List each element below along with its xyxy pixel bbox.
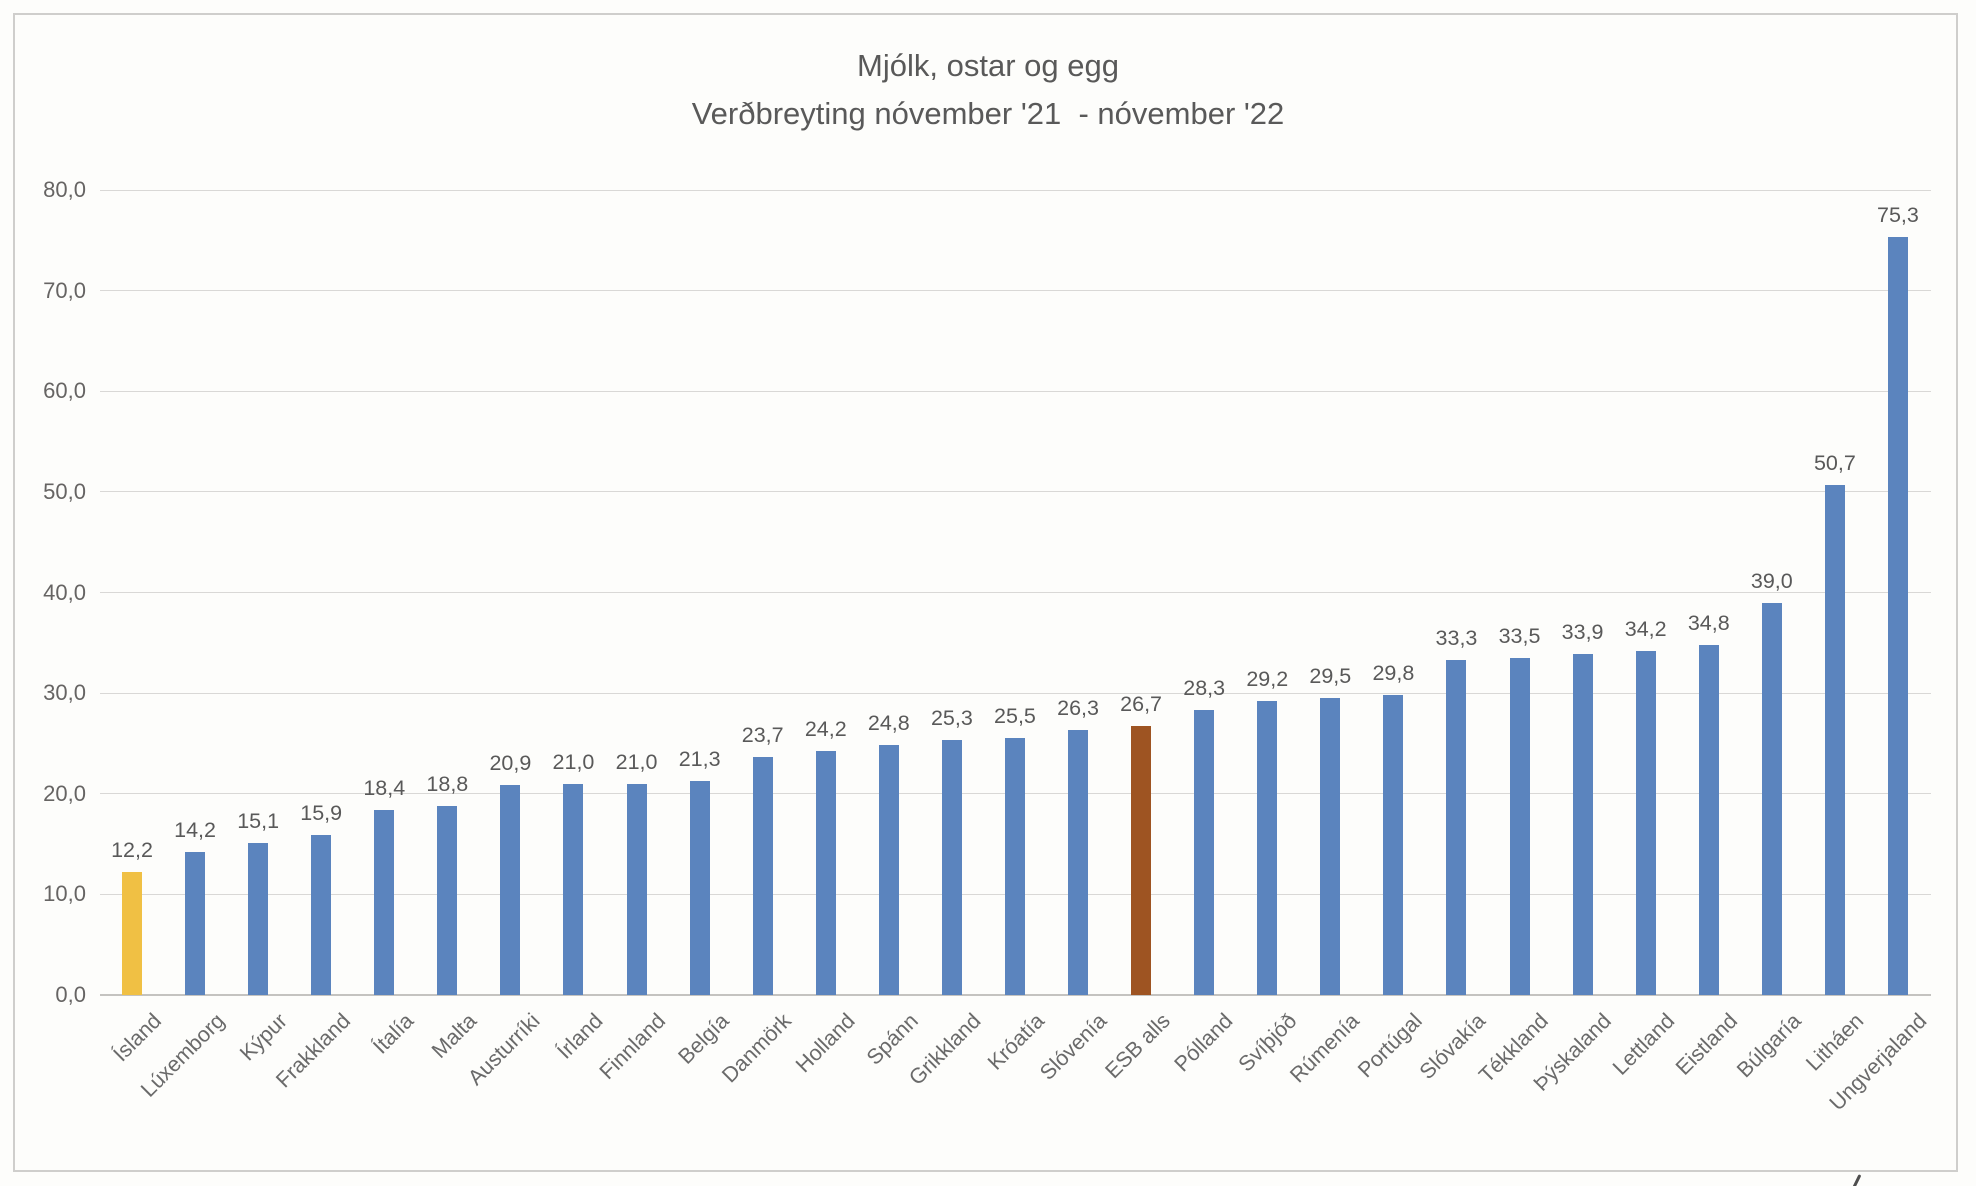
bar-value-label: 26,7 — [1120, 692, 1163, 717]
bar-value-label: 50,7 — [1813, 450, 1856, 475]
bar-value-label: 21,3 — [678, 746, 721, 771]
bar-value-label: 12,2 — [111, 838, 153, 863]
gridline — [100, 290, 1931, 292]
bar-value-label: 33,9 — [1561, 619, 1604, 644]
gridline — [100, 692, 1931, 694]
y-axis-tick-label: 0,0 — [55, 982, 86, 1007]
bar-value-label: 18,8 — [426, 771, 469, 796]
bar-value-label: 24,8 — [867, 711, 910, 736]
y-axis-tick-label: 50,0 — [43, 478, 86, 504]
bar — [1698, 644, 1719, 995]
bar-value-label: 25,5 — [994, 704, 1036, 729]
bar-value-label: 29,8 — [1372, 661, 1415, 686]
gridline — [100, 189, 1931, 191]
bar-value-label: 75,3 — [1877, 203, 1919, 228]
bar — [1446, 659, 1467, 995]
y-axis-tick-label: 30,0 — [43, 680, 86, 706]
bar-value-label: 21,0 — [552, 749, 595, 774]
bar — [815, 751, 836, 995]
bar-value-label: 28,3 — [1183, 676, 1226, 701]
bar-value-label: 14,2 — [174, 818, 216, 843]
bar — [500, 784, 521, 995]
x-axis-line — [100, 994, 1931, 996]
bar — [1761, 602, 1782, 995]
bar-value-label: 15,1 — [237, 809, 280, 834]
bar-value-label: 20,9 — [489, 750, 532, 775]
y-axis-tick-label: 60,0 — [43, 378, 86, 404]
y-axis-tick-label: 70,0 — [43, 277, 86, 303]
bar-value-label: 25,3 — [930, 706, 973, 731]
bar — [437, 805, 458, 995]
bar — [878, 745, 899, 995]
bar-value-label: 34,8 — [1687, 610, 1730, 635]
gridline — [100, 390, 1931, 392]
bar-value-label: 39,0 — [1750, 568, 1793, 593]
chart-header: Mjólk, ostar og egg Verðbreyting nóvembe… — [0, 42, 1976, 138]
bar-value-label: 23,7 — [741, 722, 784, 747]
bar-value-label: 21,0 — [615, 749, 658, 774]
bar-highlight — [1131, 726, 1152, 995]
bar — [563, 783, 584, 995]
bar-value-label: 18,4 — [363, 775, 406, 800]
bar-value-label: 26,3 — [1057, 696, 1099, 721]
y-axis-tick-label: 10,0 — [43, 881, 86, 907]
bar — [626, 783, 647, 995]
chart-title: Mjólk, ostar og egg — [857, 48, 1119, 83]
gridline — [100, 592, 1931, 593]
bar — [752, 756, 773, 995]
bar-value-label: 29,5 — [1309, 664, 1352, 689]
bar — [1004, 738, 1025, 995]
gridline — [100, 491, 1931, 493]
bar — [1320, 698, 1341, 995]
bar-value-label: 15,9 — [300, 801, 343, 825]
bar — [311, 835, 332, 995]
chart-frame — [13, 13, 1958, 1172]
bar — [374, 809, 395, 995]
bar-value-label: 29,2 — [1246, 667, 1289, 692]
bar-highlight — [122, 872, 142, 995]
bar — [1887, 237, 1908, 995]
y-axis-tick-label: 80,0 — [43, 177, 86, 202]
cropped-text-artifact-mark — [1851, 1174, 1862, 1186]
bar — [248, 843, 269, 995]
bar — [1824, 484, 1845, 995]
y-axis-tick-label: 20,0 — [43, 780, 86, 806]
bar — [1635, 650, 1656, 995]
bar — [1257, 701, 1278, 995]
bar — [1509, 657, 1530, 995]
bar-value-label: 24,2 — [804, 717, 847, 742]
y-axis-tick-label: 40,0 — [43, 579, 86, 605]
bar — [1572, 653, 1593, 995]
bar — [941, 740, 962, 995]
bar-value-label: 33,3 — [1435, 625, 1478, 650]
bar — [1194, 710, 1215, 995]
bar — [1383, 695, 1404, 995]
bar-value-label: 33,5 — [1498, 623, 1541, 648]
bar-value-label: 34,2 — [1624, 616, 1667, 641]
bar — [689, 780, 710, 995]
bar — [1068, 730, 1089, 995]
chart-subtitle: Verðbreyting nóvember '21 - nóvember '22 — [691, 96, 1285, 131]
bar — [185, 852, 206, 995]
